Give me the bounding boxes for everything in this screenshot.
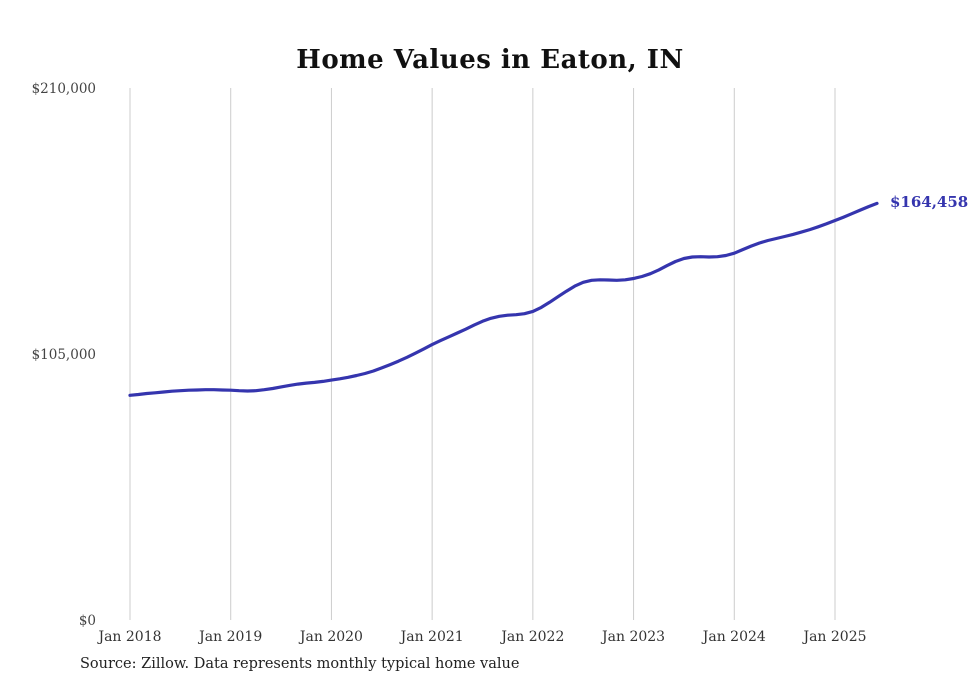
x-axis-tick-label: Jan 2024 (701, 629, 766, 645)
chart-title: Home Values in Eaton, IN (296, 45, 684, 76)
x-axis-tick-label: Jan 2018 (96, 629, 161, 645)
home-values-line-chart: Jan 2018 Jan 2019 Jan 2020 Jan 2021 Jan 2022… (32, 81, 879, 645)
y-axis-tick-label: $105,000 (32, 347, 96, 363)
x-axis-tick-label: Jan 2020 (298, 629, 363, 645)
x-axis-tick-label: Jan 2019 (197, 629, 262, 645)
y-axis-tick-label: $210,000 (32, 81, 96, 97)
source-note: Source: Zillow. Data represents monthly … (80, 656, 520, 672)
latest-value-label: $164,458 (889, 193, 969, 212)
x-axis-tick-label: Jan 2023 (600, 629, 665, 645)
x-axis-tick-label: Jan 2022 (499, 629, 564, 645)
x-axis-tick-label: Jan 2021 (399, 629, 464, 645)
home-value-series-line (128, 201, 879, 397)
y-axis-tick-label: $0 (79, 613, 96, 629)
x-axis-tick-label: Jan 2025 (801, 629, 866, 645)
